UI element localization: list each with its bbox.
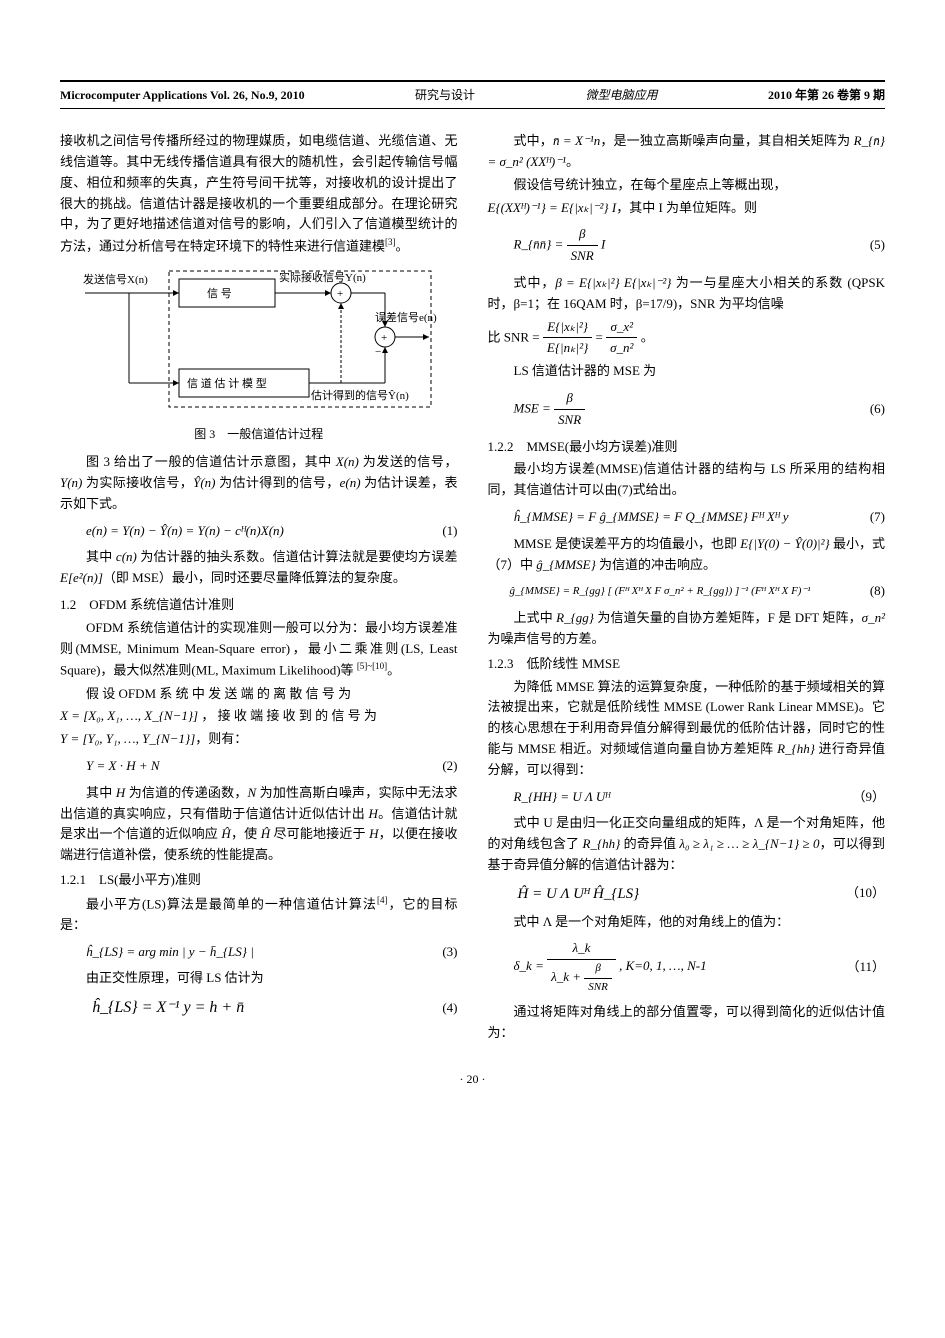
header-journal: Microcomputer Applications Vol. 26, No.9… xyxy=(60,86,305,105)
criteria-paragraph: OFDM 系统信道估计的实现准则一般可以分为：最小均方误差准则(MMSE, Mi… xyxy=(60,618,458,682)
header-publication: 微型电脑应用 xyxy=(586,86,658,105)
equation-5: R_{n̄n̄} = β SNR I (5) xyxy=(488,224,886,267)
equation-4-num: (4) xyxy=(408,998,458,1019)
equation-10: Ĥ = U Λ Uᴴ Ĥ_{LS} （10） xyxy=(488,882,886,906)
section-1-2-1: 1.2.1 LS(最小平方)准则 xyxy=(60,870,458,891)
equation-1: e(n) = Y(n) − Ŷ(n) = Y(n) − cᴴ(n)X(n) (1… xyxy=(60,521,458,542)
fig3-explain: 图 3 给出了一般的信道估计示意图，其中 X(n) 为发送的信号，Y(n) 为实… xyxy=(60,452,458,514)
equation-8-body: ĝ_{MMSE} = R_{gg} [ (Fᴴ Xᴴ X F σ_n² + R_… xyxy=(488,583,836,601)
equation-11: δ_k = λ_k λ_k + β SNR , K=0, 1, …, N-1 （… xyxy=(488,938,886,996)
ofdm-define: 假 设 OFDM 系 统 中 发 送 端 的 离 散 信 号 为 xyxy=(60,684,458,705)
intro-text: 接收机之间信号传播所经过的物理媒质，如电缆信道、光缆信道、无线信道等。其中无线传… xyxy=(60,133,458,253)
equation-8: ĝ_{MMSE} = R_{gg} [ (Fᴴ Xᴴ X F σ_n² + R_… xyxy=(488,581,886,602)
equation-9-num: （9） xyxy=(835,787,885,808)
equation-4-body: ĥ_{LS} = X⁻¹ y = h + n̄ xyxy=(60,995,408,1021)
eq-Y-vector: Y = [Y₀, Y₁, …, Y_{N−1}]，则有： xyxy=(60,729,458,750)
rx-signal-label: 实际接收信号Y(n) xyxy=(279,270,366,284)
equation-11-inner-frac: β SNR xyxy=(584,960,612,996)
estimate-signal-label: 估计得到的信号Ŷ(n) xyxy=(311,388,409,402)
nbar-paragraph: 式中，n̄ = X⁻¹n，是一独立高斯噪声向量，其自相关矩阵为 R_{n̄} =… xyxy=(488,131,886,173)
equation-9: R_{HH} = U Λ Uᴴ （9） xyxy=(488,787,886,808)
equation-5-body: R_{n̄n̄} = β SNR I xyxy=(488,224,836,267)
equation-1-body: e(n) = Y(n) − Ŷ(n) = Y(n) − cᴴ(n)X(n) xyxy=(60,521,408,542)
intro-paragraph: 接收机之间信号传播所经过的物理媒质，如电缆信道、光缆信道、无线信道等。其中无线传… xyxy=(60,131,458,257)
figure-3-diagram: 发送信号X(n) 信 号 实际接收信号Y(n) + + xyxy=(79,265,439,422)
snr-frac1: E{|xₖ|²} E{|nₖ|²} xyxy=(543,317,592,360)
equation-9-body: R_{HH} = U Λ Uᴴ xyxy=(488,787,836,808)
equation-7: ĥ_{MMSE} = F ĝ_{MMSE} = F Q_{MMSE} Fᴴ Xᴴ… xyxy=(488,507,886,528)
equation-6-frac: β SNR xyxy=(554,388,585,431)
equation-11-outer-frac: λ_k λ_k + β SNR xyxy=(547,938,616,996)
H-N-paragraph: 其中 H 为信道的传递函数，N 为加性高斯白噪声，实际中无法求出信道的真实响应，… xyxy=(60,783,458,866)
citation-3: [3] xyxy=(385,237,396,247)
figure-3-caption: 图 3 一般信道估计过程 xyxy=(60,425,458,444)
orthogonality-line: 由正交性原理，可得 LS 估计为 xyxy=(60,968,458,989)
equation-4: ĥ_{LS} = X⁻¹ y = h + n̄ (4) xyxy=(60,995,458,1021)
signal-block-label: 信 号 xyxy=(207,287,232,300)
equation-5-num: (5) xyxy=(835,235,885,256)
mmse-intro: 最小均方误差(MMSE)信道估计器的结构与 LS 所采用的结构相同，其信道估计可… xyxy=(488,459,886,501)
iid-paragraph: 假设信号统计独立，在每个星座点上等概出现， xyxy=(488,175,886,196)
mmse-explain: MMSE 是使误差平方的均值最小，也即 E{|Y(0) − Ŷ(0)|²} 最小… xyxy=(488,534,886,576)
equation-6-num: (6) xyxy=(835,399,885,420)
lrlmmse-paragraph: 为降低 MMSE 算法的运算复杂度，一种低阶的基于频域相关的算法被提出来，它就是… xyxy=(488,677,886,781)
equation-1-num: (1) xyxy=(408,521,458,542)
tx-signal-label: 发送信号X(n) xyxy=(83,272,148,286)
cn-paragraph: 其中 c(n) 为估计器的抽头系数。信道估计算法就是要使均方误差 E[e²(n)… xyxy=(60,547,458,589)
equation-11-num: （11） xyxy=(835,957,885,978)
citation-4: [4] xyxy=(377,895,388,905)
page-header: Microcomputer Applications Vol. 26, No.9… xyxy=(60,80,885,109)
model-block-label: 信 道 估 计 模 型 xyxy=(187,376,267,390)
rgg-paragraph: 上式中 R_{gg} 为信道矢量的自协方差矩阵，F 是 DFT 矩阵，σ_n² … xyxy=(488,608,886,650)
equation-5-frac: β SNR xyxy=(567,224,598,267)
snr-frac2: σ_x² σ_n² xyxy=(606,317,637,360)
ls-intro: 最小平方(LS)算法是最简单的一种信道估计算法[4]，它的目标是： xyxy=(60,893,458,936)
svg-text:+: + xyxy=(381,332,387,344)
equation-2-num: (2) xyxy=(408,756,458,777)
equation-8-num: (8) xyxy=(835,581,885,602)
error-signal-label: 误差信号e(n) xyxy=(375,310,437,324)
equation-7-num: (7) xyxy=(835,507,885,528)
figure-3: 发送信号X(n) 信 号 实际接收信号Y(n) + + xyxy=(60,265,458,444)
equation-7-body: ĥ_{MMSE} = F ĝ_{MMSE} = F Q_{MMSE} Fᴴ Xᴴ… xyxy=(488,507,836,528)
svg-text:−: − xyxy=(375,346,381,358)
svd-paragraph: 式中 U 是由归一化正交向量组成的矩阵，Λ 是一个对角矩阵，他的对角线包含了 R… xyxy=(488,813,886,875)
equation-10-body: Ĥ = U Λ Uᴴ Ĥ_{LS} xyxy=(488,882,836,906)
page-number: · 20 · xyxy=(60,1070,885,1089)
section-1-2-2: 1.2.2 MMSE(最小均方误差)准则 xyxy=(488,437,886,458)
header-issue: 2010 年第 26 卷第 9 期 xyxy=(768,86,885,105)
zeroing-paragraph: 通过将矩阵对角线上的部分值置零，可以得到简化的近似估计值为： xyxy=(488,1002,886,1044)
lambda-diag-paragraph: 式中 Λ 是一个对角矩阵，他的对角线上的值为： xyxy=(488,912,886,933)
snr-line: 比 SNR = E{|xₖ|²} E{|nₖ|²} = σ_x² σ_n² 。 xyxy=(488,317,886,360)
beta-paragraph: 式中，β = E{|xₖ|²} E{|xₖ|⁻²} 为一与星座大小相关的系数 (… xyxy=(488,273,886,315)
svg-text:+: + xyxy=(337,288,343,300)
equation-3-body: ĥ_{LS} = arg min | y − h̄_{LS} | xyxy=(60,942,408,963)
equation-2: Y = X · H + N (2) xyxy=(60,756,458,777)
eq-X-vector: X = [X₀, X₁, …, X_{N−1}] ， 接 收 端 接 收 到 的… xyxy=(60,706,458,727)
citation-5-10: [5]~[10] xyxy=(357,661,387,671)
equation-11-body: δ_k = λ_k λ_k + β SNR , K=0, 1, …, N-1 xyxy=(488,938,836,996)
equation-3: ĥ_{LS} = arg min | y − h̄_{LS} | (3) xyxy=(60,942,458,963)
equation-2-body: Y = X · H + N xyxy=(60,756,408,777)
section-1-2-3: 1.2.3 低阶线性 MMSE xyxy=(488,654,886,675)
body-columns: 接收机之间信号传播所经过的物理媒质，如电缆信道、光缆信道、无线信道等。其中无线传… xyxy=(60,131,885,1044)
equation-3-num: (3) xyxy=(408,942,458,963)
eqE-line: E{(XXᴴ)⁻¹} = E{|xₖ|⁻²} I，其中 I 为单位矩阵。则 xyxy=(488,198,886,219)
header-section: 研究与设计 xyxy=(415,86,475,105)
equation-6-body: MSE = β SNR xyxy=(488,388,836,431)
equation-10-num: （10） xyxy=(835,883,885,904)
section-1-2: 1.2 OFDM 系统信道估计准则 xyxy=(60,595,458,616)
equation-6: MSE = β SNR (6) xyxy=(488,388,886,431)
ls-mse-label: LS 信道估计器的 MSE 为 xyxy=(488,361,886,382)
